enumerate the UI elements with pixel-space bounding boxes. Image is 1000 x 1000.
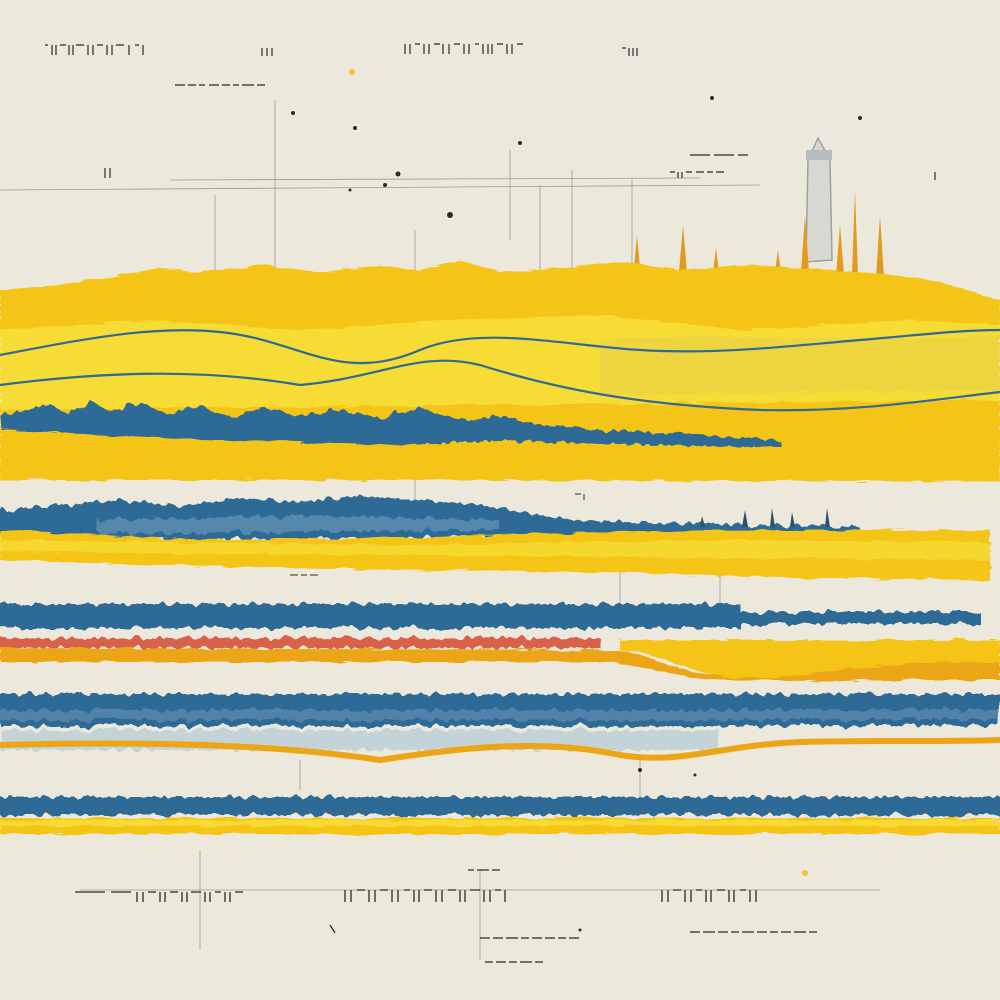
orange-wave-line bbox=[0, 737, 1000, 764]
blue-stripe-3 bbox=[0, 797, 1000, 815]
blue-ridge-band bbox=[0, 400, 780, 448]
yellow-specks bbox=[349, 69, 932, 876]
blue-stripe-2 bbox=[0, 694, 1000, 726]
middle-scribble-text bbox=[290, 493, 585, 576]
blue-stripe-1 bbox=[0, 604, 980, 628]
blue-contour-lines bbox=[0, 328, 1000, 412]
light-blue-wash bbox=[0, 730, 720, 750]
top-scribble-text bbox=[45, 43, 936, 180]
blue-wave-band bbox=[0, 496, 860, 540]
red-stripe bbox=[0, 638, 600, 648]
tower bbox=[805, 136, 833, 263]
city-silhouette bbox=[700, 508, 830, 527]
bottom-scribble-text bbox=[75, 869, 817, 963]
orange-stripe bbox=[0, 640, 1000, 681]
ink-specks bbox=[291, 96, 862, 932]
yellow-wide-band bbox=[0, 530, 990, 580]
yellow-stripe-bottom bbox=[0, 818, 1000, 834]
yellow-lower-band bbox=[0, 430, 1000, 482]
spires bbox=[634, 190, 884, 278]
